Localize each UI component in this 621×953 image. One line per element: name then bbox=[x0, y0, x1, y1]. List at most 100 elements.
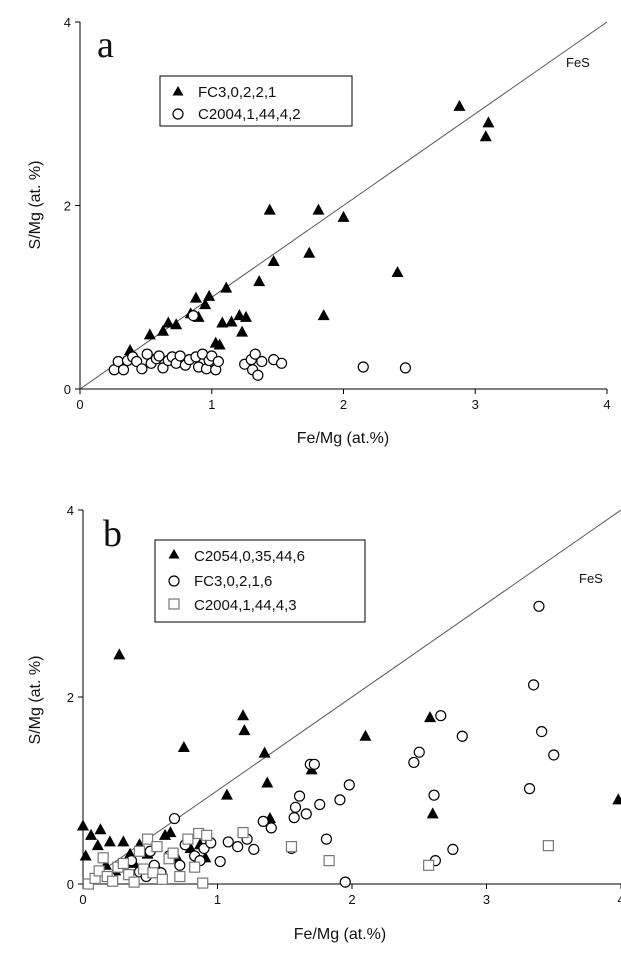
panel-b-y-tick-label-0: 0 bbox=[67, 877, 74, 892]
panel-b-series-2-point-39 bbox=[435, 710, 447, 722]
panel-b-series-3-point-17 bbox=[167, 847, 179, 859]
panel-b-series-3-point-20 bbox=[189, 861, 201, 873]
panel-b-legend-box bbox=[154, 539, 366, 623]
panel-b-series-3-point-9 bbox=[128, 876, 140, 888]
panel-a-legend-entry-1: FC3,0,2,2,1 bbox=[198, 84, 276, 101]
panel-b-series-1-point-31 bbox=[426, 807, 439, 819]
panel-a-x-axis-label: Fe/Mg (at.%) bbox=[297, 430, 389, 447]
panel-b-series-3-point-7 bbox=[117, 857, 129, 870]
panel-b-series-3-point-11 bbox=[137, 863, 150, 875]
panel-b-x-tick-label-0: 0 bbox=[79, 892, 86, 907]
panel-b-series-2-point-27 bbox=[300, 808, 312, 820]
panel-b-series-1-point-6 bbox=[103, 835, 116, 847]
panel-b-series-1-point-19 bbox=[184, 841, 197, 853]
panel-b-series-3-point-28 bbox=[542, 840, 554, 852]
panel-b-series-3-point-2 bbox=[93, 865, 105, 877]
panel-a-x-tick-label-4: 4 bbox=[603, 397, 610, 412]
panel-b-series-1-point-23 bbox=[237, 709, 250, 721]
panel-b-x-tick-label-1: 1 bbox=[214, 892, 221, 907]
panel-b-series-3-point-26 bbox=[323, 855, 335, 867]
panel-a-legend-entry-2: C2004,1,44,4,2 bbox=[198, 106, 301, 123]
panel-a-x-tick-label-3: 3 bbox=[472, 397, 479, 412]
panel-a-series-1-point-6 bbox=[189, 291, 202, 303]
panel-b-series-3-point-0 bbox=[82, 878, 94, 890]
panel-a-series-1-point-2 bbox=[157, 324, 170, 336]
panel-a-legend-circle-marker bbox=[172, 108, 184, 120]
panel-b-series-3-point-19 bbox=[182, 833, 194, 845]
panel-b-series-2-point-44 bbox=[533, 600, 545, 612]
panel-b-series-1-point-30 bbox=[424, 711, 437, 723]
panel-b-series-2-point-29 bbox=[308, 758, 320, 770]
panel-b-series-1-point-8 bbox=[113, 648, 126, 660]
panel-a-series-1-point-28 bbox=[482, 116, 495, 128]
panel-b-series-2-point-45 bbox=[536, 725, 548, 738]
panel-a-fes-label: FeS bbox=[566, 55, 590, 70]
panel-b-series-1-point-1 bbox=[79, 849, 92, 861]
panel-a-series-2-point-15 bbox=[174, 350, 186, 362]
panel-a-legend-triangle-marker bbox=[172, 86, 184, 96]
panel-a-series-1-point-22 bbox=[312, 203, 325, 215]
panel-a-series-2-point-36 bbox=[399, 362, 412, 374]
panel-b-series-2-point-42 bbox=[523, 783, 536, 795]
panel-b-legend-entry-3: C2004,1,44,4,3 bbox=[194, 597, 297, 614]
panel-b-series-3-point-15 bbox=[156, 873, 168, 885]
panel-b-series-2-point-37 bbox=[428, 789, 440, 801]
panel-b-series-3-point-25 bbox=[285, 840, 298, 853]
panel-a-series-1-point-24 bbox=[337, 210, 350, 222]
panel-a-y-axis-label: S/Mg (at. %) bbox=[27, 161, 44, 250]
panel-a-series-1-point-11 bbox=[213, 338, 226, 350]
panel-a-series-2-point-6 bbox=[136, 363, 148, 375]
panel-a-series-1-point-25 bbox=[391, 265, 404, 277]
panel-a-y-tick-label-0: 0 bbox=[64, 382, 71, 397]
panel-b-series-3-point-5 bbox=[106, 875, 119, 887]
panel-b-series-3-point-10 bbox=[133, 845, 146, 857]
panel-a-series-1-point-21 bbox=[303, 246, 316, 258]
panel-b-series-2-point-25 bbox=[289, 801, 302, 813]
panel-a-x-tick-label-0: 0 bbox=[76, 397, 83, 412]
panel-a-series-2-point-30 bbox=[249, 348, 261, 360]
panel-b-letter: b bbox=[103, 513, 122, 555]
panel-b-series-2-point-24 bbox=[288, 812, 300, 824]
panel-a-fes-reference-line bbox=[79, 21, 608, 390]
panel-b-series-1-point-26 bbox=[261, 776, 274, 788]
panel-b-x-axis-label: Fe/Mg (at.%) bbox=[294, 926, 386, 943]
panel-b-series-3-point-18 bbox=[174, 870, 186, 883]
panel-b-series-2-point-43 bbox=[527, 679, 540, 691]
panel-a-series-1-point-13 bbox=[220, 281, 233, 293]
panel-b-legend-triangle-marker bbox=[168, 549, 180, 559]
panel-a-x-tick-label-1: 1 bbox=[208, 397, 215, 412]
panel-b-legend-circle-marker bbox=[168, 575, 180, 587]
panel-b-series-1-point-4 bbox=[94, 823, 107, 835]
panel-b-series-2-point-30 bbox=[314, 798, 326, 811]
panel-a-series-2-point-35 bbox=[357, 361, 369, 373]
panel-a-series-2-point-31 bbox=[252, 369, 264, 381]
panel-a-series-1-point-9 bbox=[203, 289, 216, 301]
panel-b-series-1-point-18 bbox=[177, 740, 190, 752]
panel-a-series-1-point-16 bbox=[236, 325, 249, 337]
panel-a-series-1-point-27 bbox=[479, 130, 492, 142]
panel-b-series-1-point-22 bbox=[220, 788, 233, 800]
panel-a-series-2-point-32 bbox=[256, 355, 268, 368]
panel-a-series-2-point-2 bbox=[117, 364, 130, 376]
panel-a-points bbox=[108, 99, 495, 381]
panel-a: FeS a Fe/Mg (at.%) S/Mg (at. %) 0 1 2 3 4 0 2 4… bbox=[27, 15, 611, 447]
panel-b-series-1-point-2 bbox=[85, 828, 98, 840]
panel-a-series-1-point-14 bbox=[225, 315, 238, 327]
panel-a-series-1-point-3 bbox=[162, 316, 175, 328]
panel-a-y-tick-label-2: 4 bbox=[64, 15, 71, 30]
panel-a-series-1-point-12 bbox=[216, 316, 229, 328]
panel-b-series-3-point-24 bbox=[237, 826, 249, 839]
panel-b-series-2-point-34 bbox=[343, 779, 355, 791]
panel-a-series-2-point-34 bbox=[275, 357, 288, 369]
panel-b-series-2-point-16 bbox=[214, 855, 226, 868]
panel-b-series-2-point-35 bbox=[408, 756, 420, 769]
panel-a-y-tick-label-1: 2 bbox=[64, 199, 71, 214]
panel-b-series-1-point-24 bbox=[238, 724, 251, 736]
panel-b-series-2-point-21 bbox=[257, 815, 269, 827]
panel-b-series-3-point-14 bbox=[151, 840, 163, 853]
panel-a-x-tick-label-2: 2 bbox=[340, 397, 347, 412]
panel-b-y-axis-label: S/Mg (at. %) bbox=[27, 656, 44, 745]
panel-b-ticks: 0 1 2 3 4 0 2 4 bbox=[67, 503, 621, 907]
panel-b-series-2-point-40 bbox=[447, 843, 459, 856]
